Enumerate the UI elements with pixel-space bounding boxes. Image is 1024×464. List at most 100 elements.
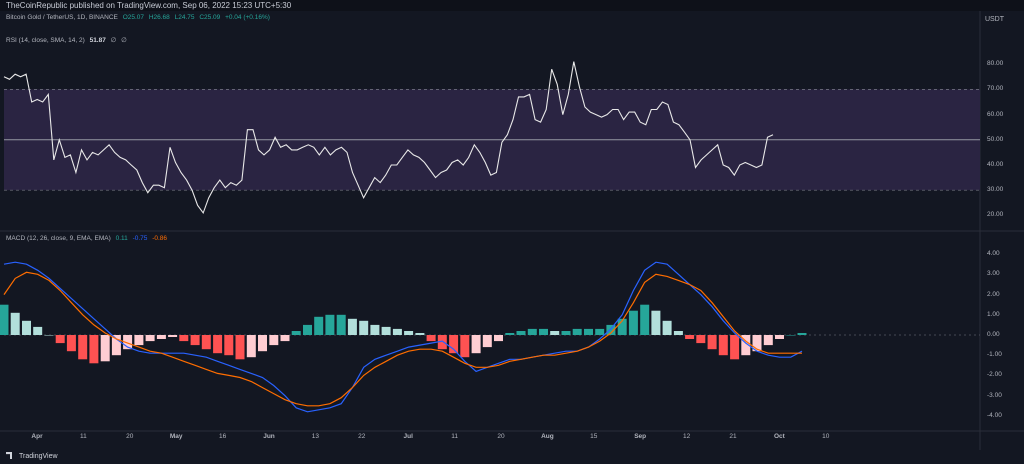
macd-histogram-bar [291, 331, 301, 335]
macd-histogram-bar [33, 326, 43, 335]
macd-histogram-bar [651, 310, 661, 335]
macd-histogram-bar [66, 335, 76, 352]
macd-histogram-bar [617, 318, 627, 335]
macd-histogram-bar [280, 335, 290, 342]
macd-histogram-bar [460, 335, 470, 358]
macd-histogram-bar [392, 328, 402, 335]
macd-histogram-bar [201, 335, 211, 350]
time-axis-tick: 11 [80, 433, 87, 440]
time-axis-tick: 20 [497, 433, 505, 440]
rsi-axis-tick: 20.00 [987, 211, 1004, 219]
rsi-label[interactable]: RSI (14, close, SMA, 14, 2) [6, 37, 85, 44]
macd-histogram-bar [561, 331, 571, 335]
macd-axis-tick: -4.00 [987, 411, 1002, 419]
macd-histogram-bar [584, 328, 593, 335]
macd-histogram-bar [662, 320, 672, 335]
macd-histogram-bar [437, 335, 447, 350]
macd-axis-tick: -1.00 [987, 351, 1002, 359]
macd-histogram-bar [100, 335, 110, 362]
macd-histogram-bar [347, 318, 357, 335]
macd-line [3, 261, 803, 413]
signal-line [3, 271, 802, 407]
close-value: C25.09 [199, 14, 221, 21]
macd-histogram-bar [741, 335, 751, 356]
low-value: L24.75 [174, 14, 195, 21]
macd-histogram-bar [797, 333, 807, 335]
macd-label[interactable]: MACD (12, 26, close, 9, EMA, EMA) [6, 235, 111, 242]
macd-histogram-bar [303, 324, 312, 335]
macd-histogram-bar [471, 335, 481, 354]
macd-histogram-bar [404, 331, 414, 335]
macd-histogram-bar [752, 335, 762, 352]
macd-histogram-bar [426, 335, 436, 342]
macd-histogram-bar [539, 328, 548, 335]
rsi-axis-tick: 40.00 [987, 160, 1004, 168]
rsi-legend[interactable]: RSI (14, close, SMA, 14, 2) 51.87 ∅ ∅ [6, 36, 130, 44]
macd-axis-tick: 3.00 [987, 270, 1000, 278]
macd-histogram-bar [673, 331, 683, 335]
symbol-name[interactable]: Bitcoin Gold / TetherUS, 1D, BINANCE [6, 14, 118, 21]
macd-histogram-bar [381, 326, 391, 335]
macd-histogram-bar [213, 335, 223, 354]
macd-axis-tick: -3.00 [987, 391, 1002, 399]
time-axis-tick: 13 [311, 433, 320, 440]
open-value: O25.07 [122, 14, 145, 21]
rsi-axis-tick: 70.00 [987, 85, 1004, 93]
rsi-axis-tick: 50.00 [987, 135, 1004, 143]
macd-histogram-bar [145, 335, 155, 342]
macd-histogram-bar [606, 324, 616, 335]
macd-histogram-bar [494, 335, 503, 342]
macd-histogram-bar [179, 335, 189, 342]
time-axis-tick: 21 [729, 433, 737, 440]
macd-histogram-bar [123, 335, 133, 350]
macd-histogram-bar [44, 335, 54, 336]
change-value: +0.04 (+0.16%) [225, 14, 270, 21]
time-axis-tick: 22 [358, 433, 366, 440]
macd-signal-value: -0.86 [152, 235, 168, 242]
footer-bar [0, 450, 1024, 464]
macd-legend[interactable]: MACD (12, 26, close, 9, EMA, EMA) 0.11 -… [6, 235, 170, 242]
macd-histogram-bar [111, 335, 121, 356]
rsi-na-1: ∅ [110, 37, 117, 44]
macd-axis-tick: 1.00 [987, 310, 1000, 318]
macd-histogram-bar [269, 335, 279, 346]
symbol-legend[interactable]: Bitcoin Gold / TetherUS, 1D, BINANCE O25… [6, 14, 273, 21]
time-axis-tick: 16 [218, 433, 227, 440]
macd-histogram-bar [0, 304, 9, 335]
time-axis-tick: 20 [126, 433, 134, 440]
macd-histogram-bar [718, 335, 728, 356]
time-axis-tick: Apr [31, 433, 43, 440]
time-axis-tick: Aug [541, 433, 554, 440]
macd-histogram-bar [190, 335, 200, 346]
macd-axis-tick: 0.00 [987, 331, 1000, 338]
macd-histogram-bar [449, 335, 459, 354]
rsi-line [3, 61, 774, 215]
macd-histogram-bar [730, 335, 740, 360]
time-axis-tick: 10 [822, 433, 830, 440]
rsi-na-2: ∅ [121, 37, 127, 44]
macd-histogram-bar [22, 320, 31, 335]
macd-histogram-bar [246, 335, 256, 358]
macd-histogram-bar [595, 328, 605, 335]
macd-histogram-bar [370, 324, 380, 335]
macd-histogram-bar [258, 335, 267, 352]
macd-histogram-bar [55, 335, 65, 344]
time-axis-tick: 11 [451, 433, 458, 440]
time-axis-tick: 15 [590, 433, 598, 440]
macd-histogram-bar [78, 335, 88, 360]
publish-info-text: TheCoinRepublic published on TradingView… [6, 1, 292, 10]
macd-histogram-bar [527, 328, 537, 335]
macd-histogram-bar [235, 335, 245, 360]
high-value: H26.68 [148, 14, 170, 21]
macd-histogram-bar [336, 314, 346, 335]
tradingview-logo[interactable]: TradingView [6, 452, 58, 460]
rsi-axis-tick: 60.00 [987, 110, 1004, 118]
currency-label: USDT [984, 16, 1004, 23]
macd-histogram-bar [224, 335, 234, 356]
macd-histogram-bar [505, 333, 515, 335]
time-axis-tick: 12 [682, 433, 691, 440]
macd-histogram-bar [707, 335, 717, 350]
macd-axis-tick: 4.00 [987, 250, 1000, 258]
macd-histogram-bar [786, 335, 796, 336]
